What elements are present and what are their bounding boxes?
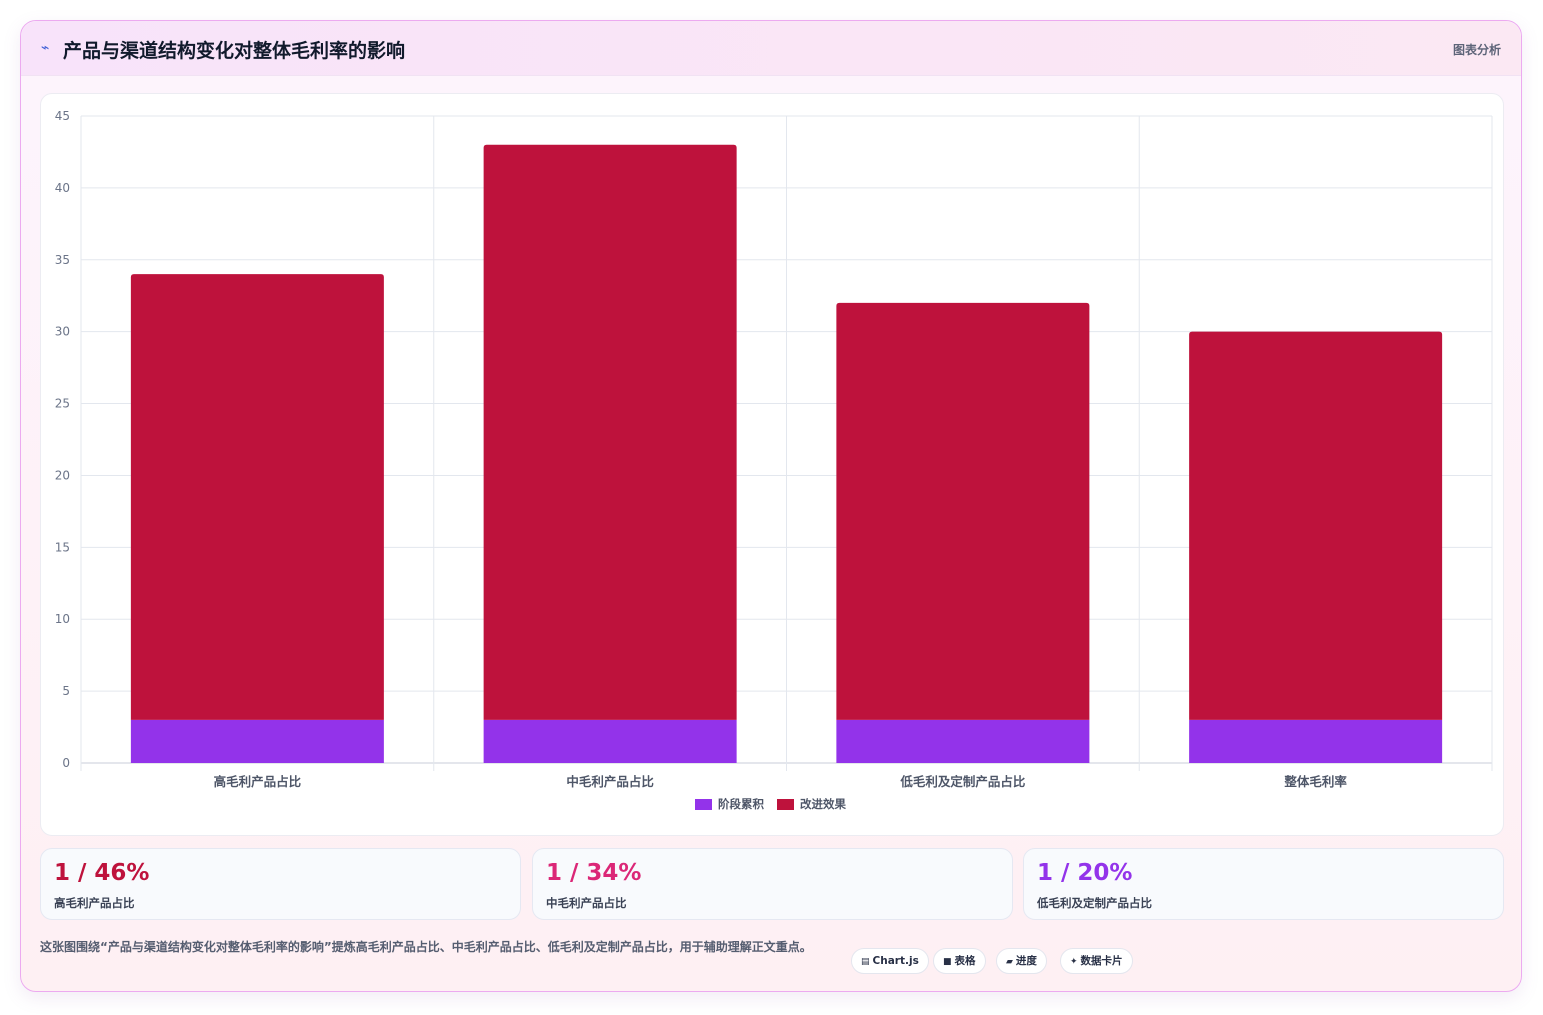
y-tick-label: 15 bbox=[55, 540, 70, 554]
bar-improvement bbox=[130, 274, 384, 720]
x-tick-label: 高毛利产品占比 bbox=[214, 774, 302, 789]
stat-value: 1 / 34% bbox=[546, 860, 642, 886]
y-tick-label: 25 bbox=[55, 397, 70, 411]
stat-label: 中毛利产品占比 bbox=[546, 896, 627, 910]
bar-cumulative bbox=[130, 719, 384, 763]
legend-swatch bbox=[695, 799, 712, 810]
y-tick-label: 10 bbox=[55, 612, 70, 626]
bar-improvement bbox=[1189, 331, 1443, 720]
stat-label: 低毛利及定制产品占比 bbox=[1037, 896, 1152, 910]
y-tick-label: 35 bbox=[55, 253, 70, 267]
stat-value: 1 / 46% bbox=[54, 860, 150, 886]
chart-card: ⌁ 产品与渠道结构变化对整体毛利率的影响 图表分析 0 5 10 15 20 25 30 35… bbox=[20, 20, 1522, 992]
sparkle-icon: ✦ bbox=[1070, 957, 1078, 967]
tag-table[interactable]: ■ 表格 bbox=[933, 948, 986, 974]
tag-progress[interactable]: ▰ 进度 bbox=[996, 948, 1047, 974]
header-tag: 图表分析 bbox=[1452, 43, 1501, 57]
tag-label: 进度 bbox=[1015, 955, 1037, 967]
stat-card-high-margin: 1 / 46% 高毛利产品占比 bbox=[40, 848, 521, 920]
bar-improvement bbox=[836, 302, 1090, 720]
chart-description: 这张图围绕“产品与渠道结构变化对整体毛利率的影响”提炼高毛利产品占比、中毛利产品… bbox=[40, 940, 812, 954]
tag-label: 数据卡片 bbox=[1080, 955, 1123, 967]
tag-data-card[interactable]: ✦ 数据卡片 bbox=[1060, 948, 1133, 974]
y-tick-label: 30 bbox=[55, 325, 70, 339]
trend-icon: ⌁ bbox=[41, 40, 50, 56]
legend-label: 阶段累积 bbox=[718, 797, 764, 811]
table-icon: ■ bbox=[943, 957, 952, 967]
legend-swatch bbox=[777, 799, 794, 810]
x-tick-label: 中毛利产品占比 bbox=[566, 774, 654, 789]
y-tick-label: 0 bbox=[62, 756, 70, 770]
bar-cumulative bbox=[483, 719, 737, 763]
chart-panel: 0 5 10 15 20 25 30 35 40 45 高毛利产品占比 中毛利产品占比 低毛利及定制产品… bbox=[40, 93, 1504, 836]
card-header: ⌁ 产品与渠道结构变化对整体毛利率的影响 图表分析 bbox=[21, 21, 1521, 76]
tag-chartjs[interactable]: ▤ Chart.js bbox=[851, 948, 929, 974]
y-tick-label: 20 bbox=[55, 468, 70, 482]
tag-label: 表格 bbox=[954, 955, 976, 967]
bar-chart: 0 5 10 15 20 25 30 35 40 45 高毛利产品占比 中毛利产品占比 低毛利及定制产品… bbox=[55, 109, 1493, 811]
y-tick-label: 40 bbox=[55, 181, 70, 195]
legend-label: 改进效果 bbox=[800, 797, 846, 811]
progress-icon: ▰ bbox=[1006, 957, 1013, 967]
bar-cumulative bbox=[836, 719, 1090, 763]
y-tick-label: 5 bbox=[62, 684, 70, 698]
bar-improvement bbox=[483, 144, 737, 720]
stat-value: 1 / 20% bbox=[1037, 860, 1133, 886]
page-title: 产品与渠道结构变化对整体毛利率的影响 bbox=[63, 40, 406, 62]
stat-card-mid-margin: 1 / 34% 中毛利产品占比 bbox=[532, 848, 1013, 920]
stat-card-low-margin: 1 / 20% 低毛利及定制产品占比 bbox=[1023, 848, 1504, 920]
y-tick-label: 45 bbox=[55, 109, 70, 123]
tag-label: Chart.js bbox=[872, 955, 919, 967]
x-tick-label: 整体毛利率 bbox=[1284, 774, 1347, 789]
stat-label: 高毛利产品占比 bbox=[54, 896, 135, 910]
x-tick-label: 低毛利及定制产品占比 bbox=[899, 774, 1026, 789]
chart-icon: ▤ bbox=[861, 957, 870, 967]
bar-cumulative bbox=[1189, 719, 1443, 763]
